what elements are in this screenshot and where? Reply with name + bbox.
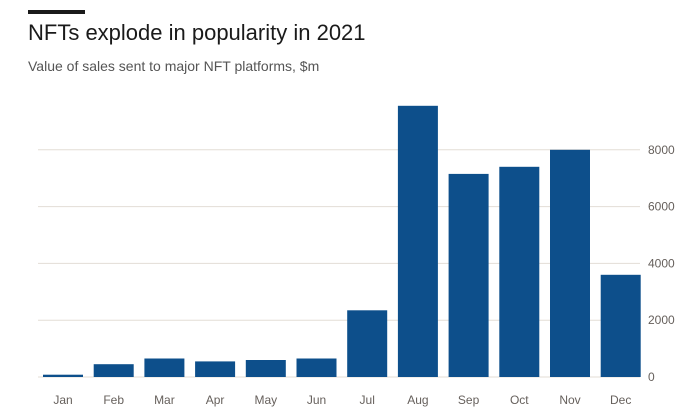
chart-title: NFTs explode in popularity in 2021	[28, 20, 366, 45]
bar-apr	[195, 361, 236, 377]
x-axis-labels: Jan Feb Mar Apr May Jun Jul Aug Sep Oct Nov Dec	[53, 393, 631, 407]
y-tick-label: 0	[648, 370, 655, 384]
bar-oct	[499, 166, 540, 377]
y-tick-label: 6000	[648, 200, 675, 214]
y-tick-label: 4000	[648, 256, 675, 270]
x-tick-label-mar: Mar	[154, 393, 175, 407]
x-tick-label-aug: Aug	[407, 393, 428, 407]
gridlines	[38, 149, 640, 378]
bars	[43, 105, 641, 378]
x-tick-label-sep: Sep	[458, 393, 480, 407]
bar-sep	[448, 173, 489, 377]
x-tick-label-feb: Feb	[103, 393, 124, 407]
bar-mar	[144, 358, 185, 377]
bar-dec	[600, 274, 641, 377]
y-tick-label: 2000	[648, 313, 675, 327]
x-tick-label-jul: Jul	[360, 393, 375, 407]
bar-aug	[397, 105, 438, 378]
x-tick-label-may: May	[254, 393, 277, 407]
chart-subtitle: Value of sales sent to major NFT platfor…	[28, 58, 320, 74]
bar-jul	[347, 310, 388, 377]
y-axis-labels: 0 2000 4000 6000 8000	[648, 143, 675, 384]
x-tick-label-apr: Apr	[206, 393, 225, 407]
y-tick-label: 8000	[648, 143, 675, 157]
bar-jun	[296, 358, 337, 377]
bar-feb	[93, 364, 134, 377]
bar-may	[245, 360, 286, 377]
title-accent-rule	[28, 10, 85, 14]
bar-nov	[550, 149, 590, 377]
x-tick-label-oct: Oct	[510, 393, 529, 407]
x-tick-label-jun: Jun	[307, 393, 326, 407]
bar-jan	[43, 374, 83, 377]
x-tick-label-dec: Dec	[610, 393, 631, 407]
x-tick-label-nov: Nov	[559, 393, 580, 407]
x-tick-label-jan: Jan	[53, 393, 72, 407]
